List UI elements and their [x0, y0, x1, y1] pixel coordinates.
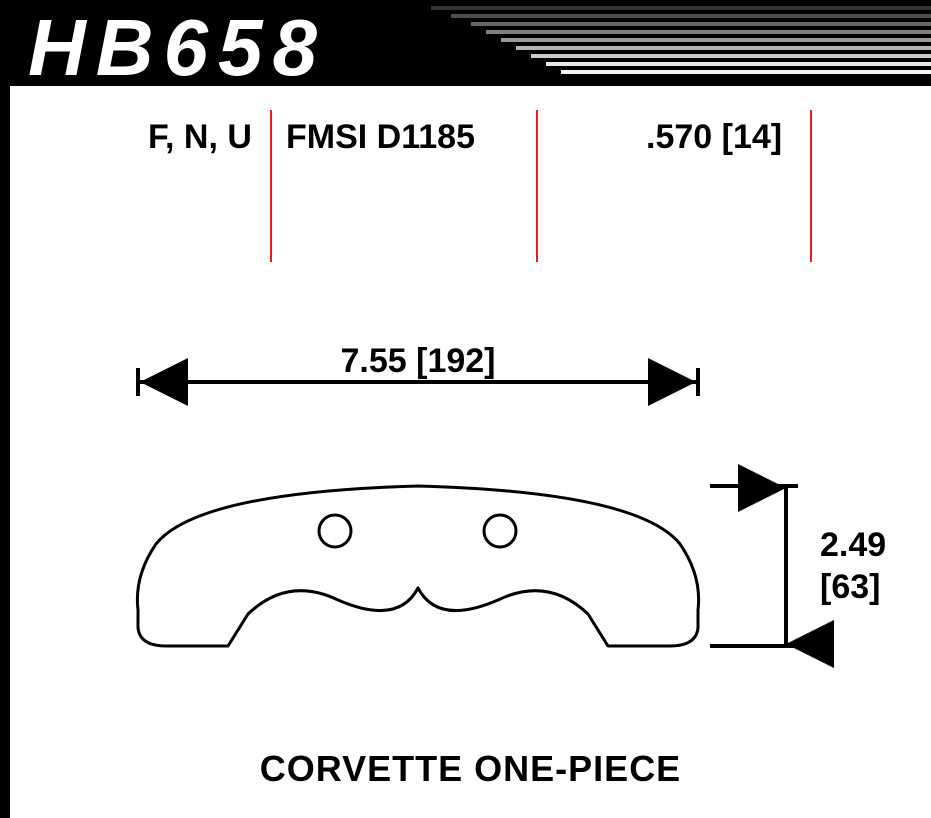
- header: HB658: [0, 0, 931, 86]
- diagram-svg: [10, 86, 931, 818]
- header-stripe: [546, 62, 931, 66]
- width-dimension-label: 7.55 [192]: [323, 342, 513, 381]
- part-number: HB658: [28, 2, 327, 94]
- header-stripe: [451, 14, 931, 18]
- content-frame: F, N, U FMSI D1185 .570 [14] 7.55 [192] …: [0, 86, 931, 818]
- height-dimension-mm: [63]: [820, 568, 880, 607]
- header-stripe: [531, 54, 931, 58]
- header-stripe: [561, 70, 931, 74]
- header-stripes: [411, 0, 931, 86]
- header-stripe: [486, 30, 931, 34]
- product-title: CORVETTE ONE-PIECE: [10, 748, 931, 790]
- header-stripe: [516, 46, 931, 50]
- header-stripe: [471, 22, 931, 26]
- header-bar: HB658: [0, 0, 931, 86]
- height-dimension-inches: 2.49: [820, 526, 886, 565]
- header-stripe: [501, 38, 931, 42]
- header-stripe: [431, 6, 931, 10]
